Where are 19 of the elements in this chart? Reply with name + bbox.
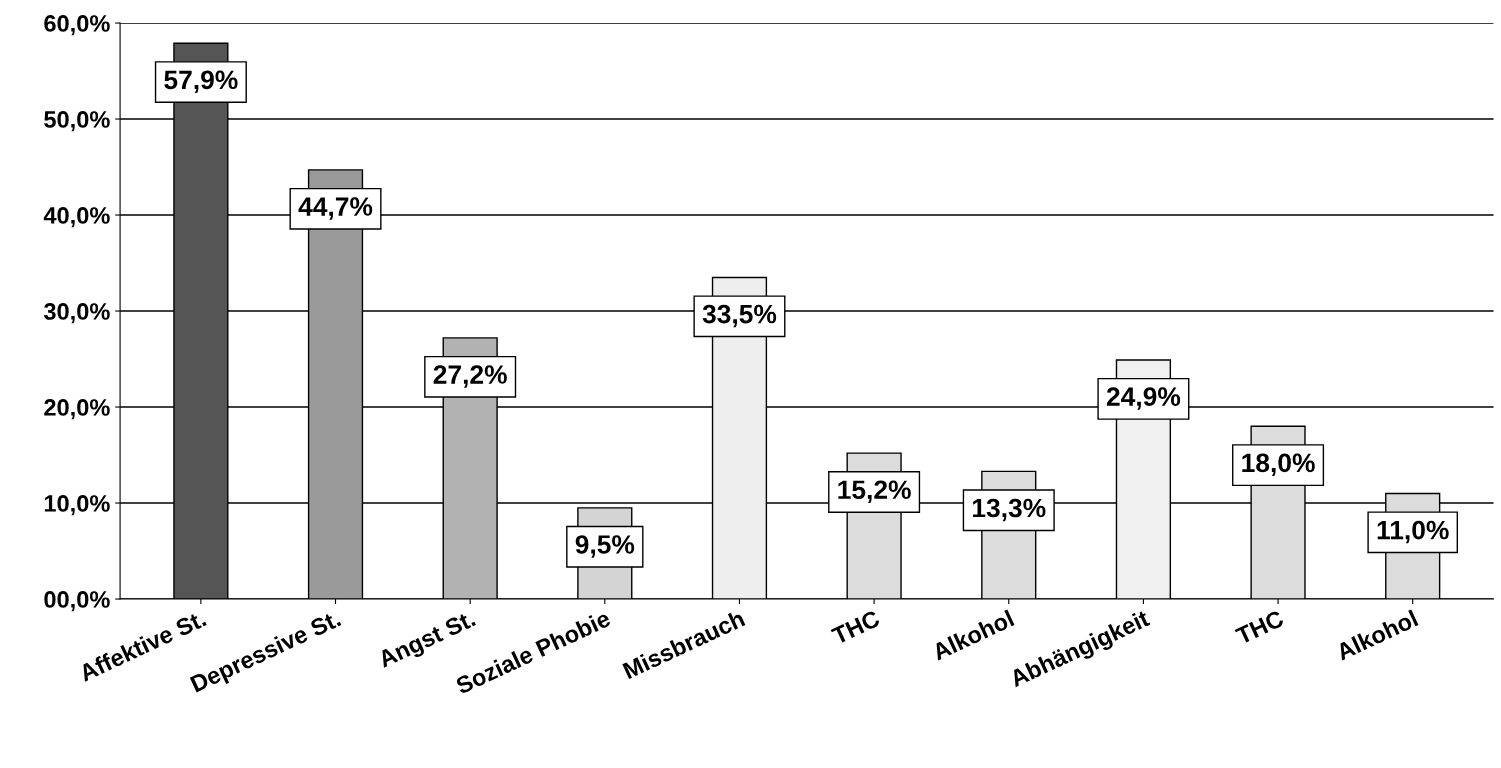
y-tick-label: 40,0%: [43, 207, 110, 228]
y-tick-label: 30,0%: [43, 303, 110, 324]
data-label: 9,5%: [575, 535, 635, 558]
y-tick-label: 20,0%: [44, 399, 110, 420]
data-label: 57,9%: [164, 70, 238, 93]
data-label: 13,3%: [973, 498, 1046, 522]
y-tick-label: 50,0%: [44, 111, 110, 132]
data-label: 27,2%: [433, 365, 507, 388]
y-tick-label: 00,0%: [44, 591, 110, 612]
data-label: 24,9%: [1106, 387, 1181, 410]
x-tick-label: THC: [830, 609, 881, 645]
data-label: 33,5%: [702, 304, 777, 328]
x-tick-label: THC: [1234, 609, 1285, 645]
data-label: 44,7%: [298, 197, 373, 220]
data-label: 18,0%: [1242, 453, 1315, 477]
y-tick-label: 10,0%: [44, 495, 110, 516]
y-tick-label: 60,0%: [44, 15, 110, 36]
data-label: 11,0%: [1377, 520, 1449, 544]
data-label: 15,2%: [838, 480, 911, 503]
